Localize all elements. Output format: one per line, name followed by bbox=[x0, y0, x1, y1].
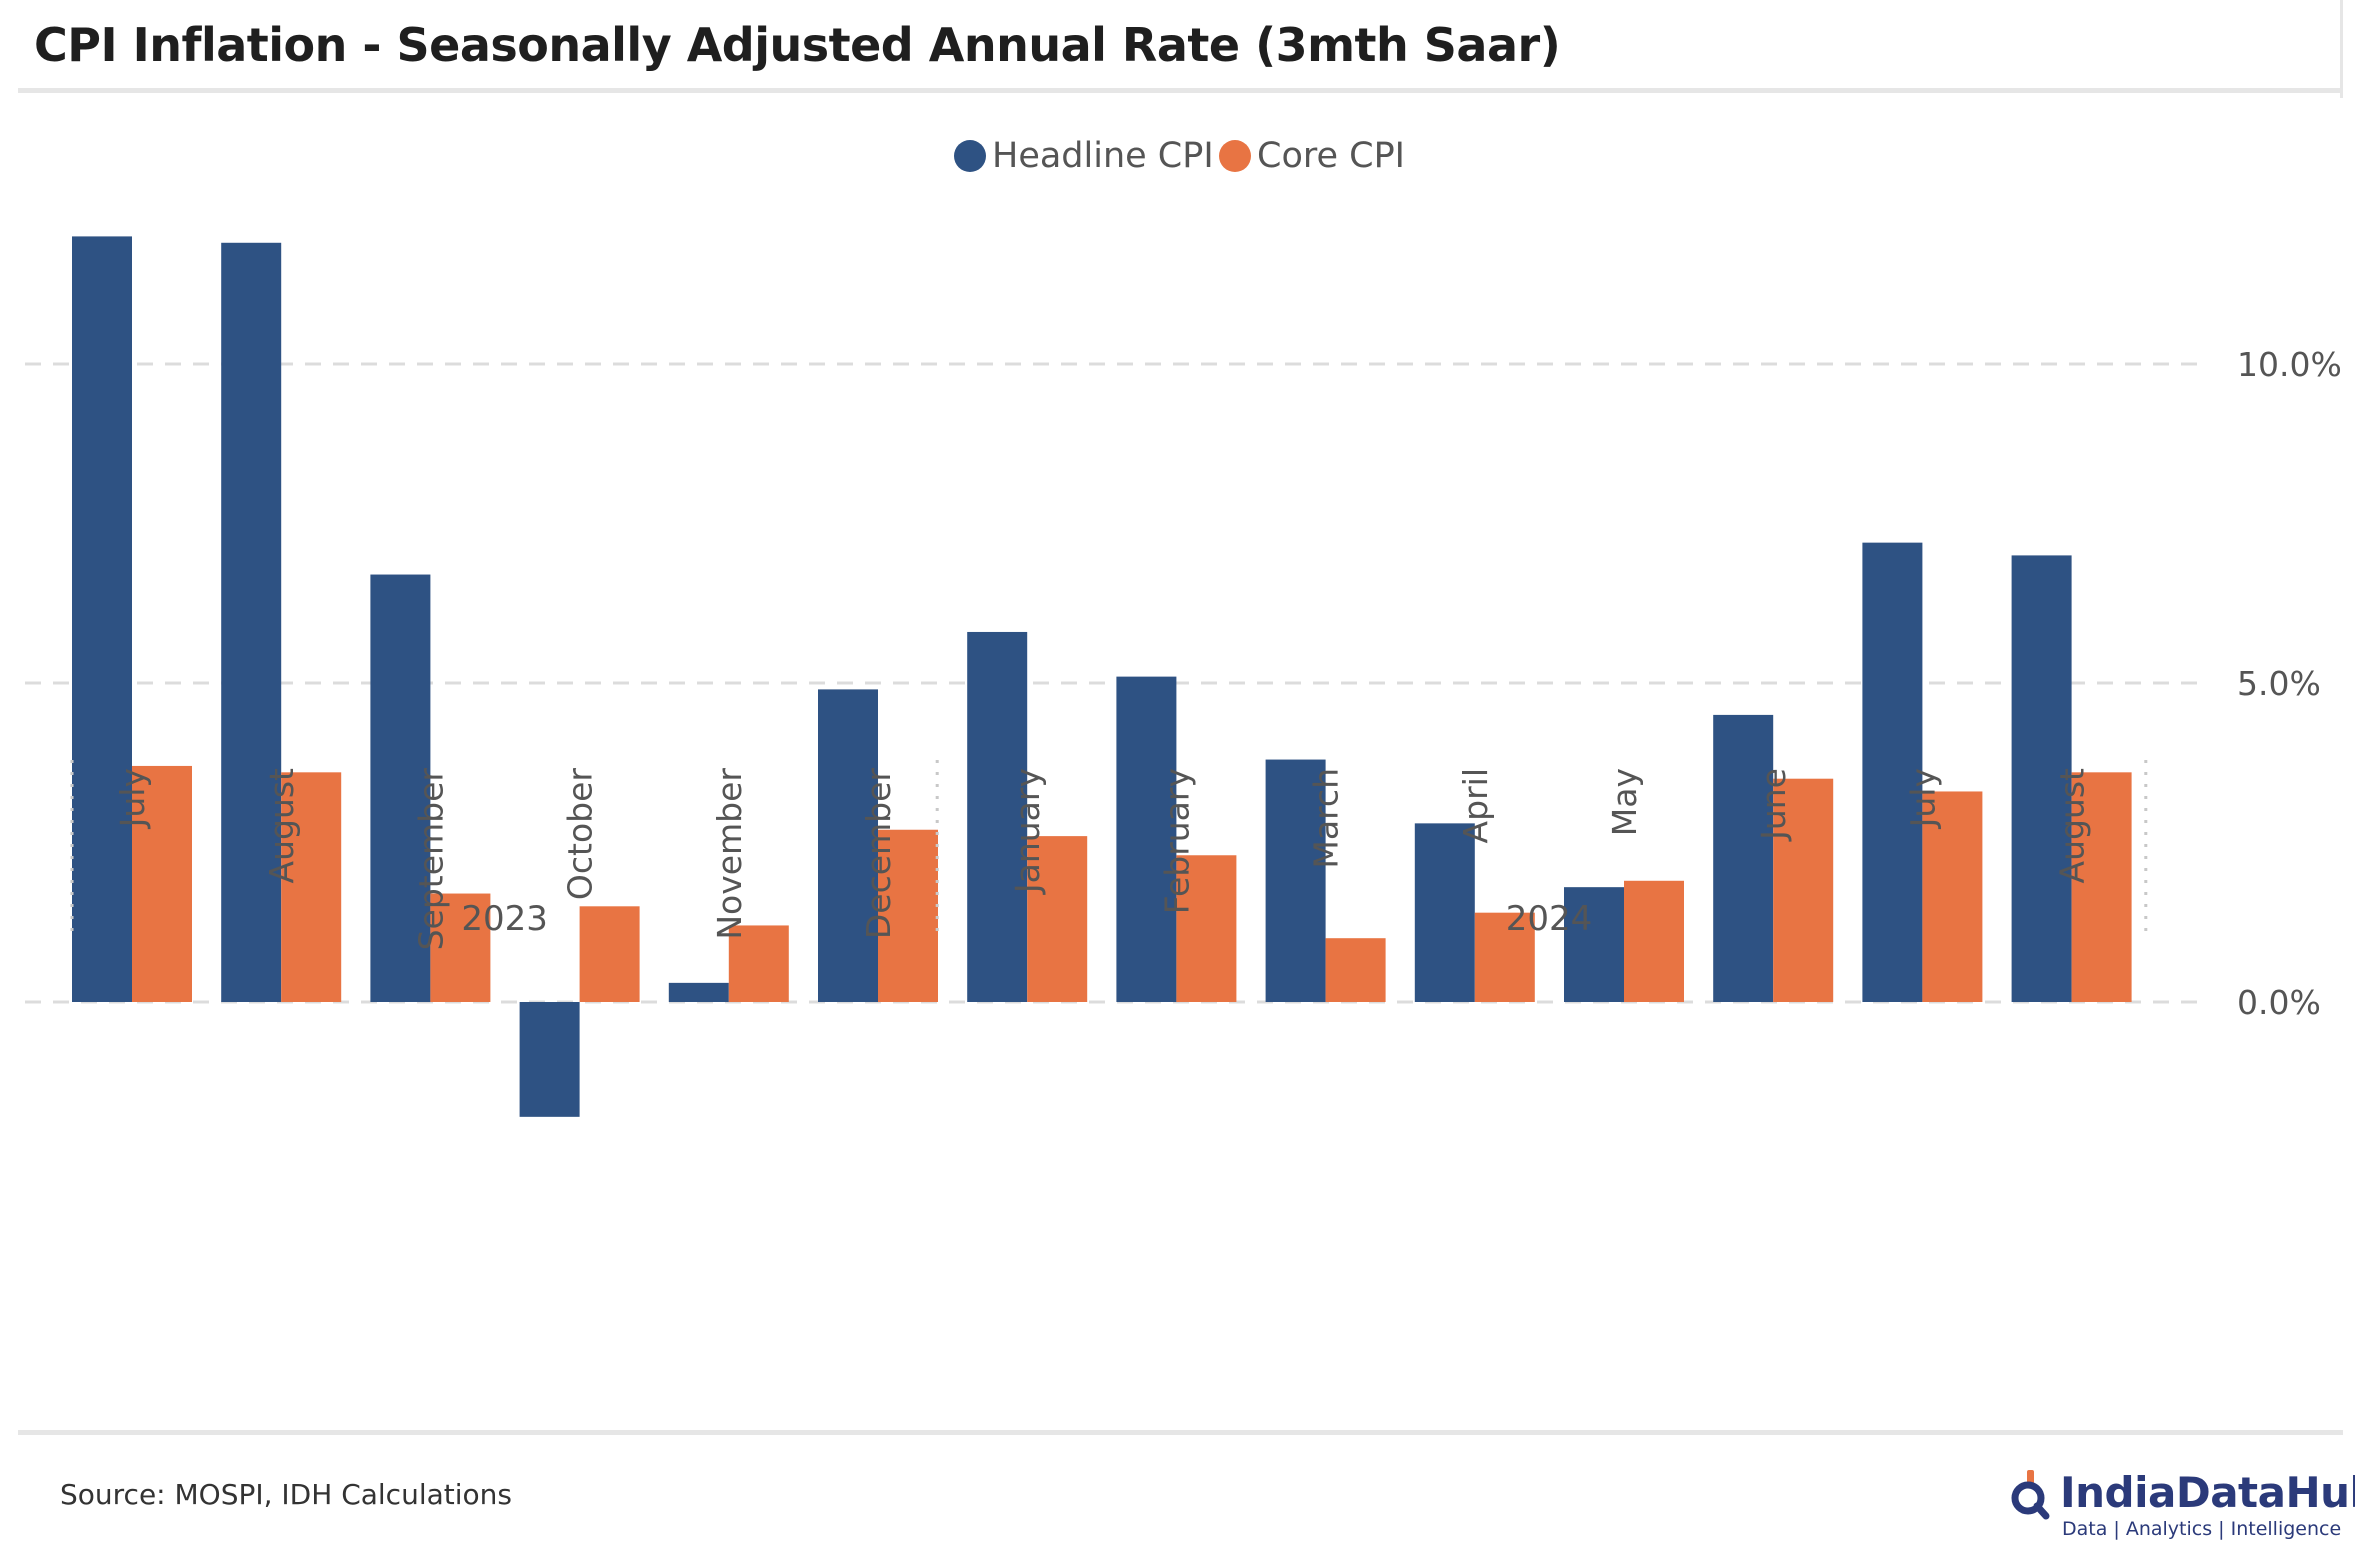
cpi-bar-chart: 0.0% 5.0% 10.0% Headline CPI Core CPI July Aug… bbox=[25, 136, 2342, 1117]
source-note: Source: MOSPI, IDH Calculations bbox=[60, 1478, 512, 1511]
x-tick-label: January bbox=[1008, 768, 1047, 895]
brand-tagline: Data | Analytics | Intelligence bbox=[2062, 1518, 2342, 1540]
y-tick-label: 0.0% bbox=[2237, 983, 2321, 1022]
core-cpi-bar bbox=[1176, 855, 1237, 1002]
core-cpi-bar bbox=[1325, 938, 1386, 1002]
headline-cpi-bar bbox=[1265, 759, 1326, 1002]
legend-label: Headline CPI bbox=[992, 136, 1214, 176]
x-tick-label: March bbox=[1307, 768, 1346, 869]
title-right-divider bbox=[2340, 0, 2343, 98]
legend-marker bbox=[954, 140, 986, 172]
y-tick-label: 5.0% bbox=[2237, 664, 2321, 703]
core-cpi-bar bbox=[878, 829, 938, 1002]
headline-cpi-bar bbox=[1713, 714, 1774, 1002]
x-tick-label: July bbox=[1903, 768, 1942, 829]
x-tick-label: August bbox=[262, 768, 301, 884]
brand-logo-block: IndiaDataHub Data | Analytics | Intellig… bbox=[2010, 1468, 2355, 1548]
core-cpi-bar bbox=[1027, 836, 1088, 1002]
brand-name: IndiaDataHub bbox=[2060, 1468, 2355, 1517]
core-cpi-bar bbox=[132, 765, 192, 1002]
x-tick-label: September bbox=[411, 768, 450, 951]
group-label: 2024 bbox=[1506, 899, 1593, 939]
x-tick-label: May bbox=[1605, 768, 1644, 836]
core-cpi-bar bbox=[430, 893, 491, 1002]
x-tick-label: November bbox=[710, 768, 749, 940]
page-title: CPI Inflation - Seasonally Adjusted Annu… bbox=[34, 18, 1561, 72]
core-cpi-bar bbox=[2071, 772, 2132, 1002]
core-cpi-bar bbox=[728, 925, 789, 1002]
y-tick-label: 10.0% bbox=[2237, 345, 2342, 384]
core-cpi-bar bbox=[281, 772, 342, 1002]
headline-cpi-bar bbox=[1564, 887, 1624, 1002]
core-cpi-bar bbox=[1922, 791, 1983, 1002]
footer-divider bbox=[18, 1430, 2343, 1435]
legend-label: Core CPI bbox=[1257, 136, 1405, 176]
headline-cpi-bar bbox=[221, 242, 282, 1002]
x-tick-label: July bbox=[113, 768, 152, 829]
headline-cpi-bar bbox=[1116, 676, 1177, 1002]
headline-cpi-bar bbox=[967, 631, 1028, 1002]
magnifier-logo-icon bbox=[2011, 1470, 2050, 1520]
headline-cpi-bar bbox=[519, 1002, 580, 1117]
x-tick-label: February bbox=[1157, 768, 1196, 914]
headline-cpi-bar bbox=[370, 574, 431, 1002]
headline-cpi-bar bbox=[1862, 542, 1923, 1002]
core-cpi-bar bbox=[1773, 778, 1834, 1002]
x-tick-label: April bbox=[1456, 768, 1495, 843]
group-label: 2023 bbox=[461, 899, 548, 939]
headline-cpi-bar bbox=[72, 236, 132, 1002]
headline-cpi-bar bbox=[818, 689, 878, 1002]
x-tick-label: October bbox=[561, 768, 600, 900]
title-divider bbox=[18, 88, 2343, 93]
core-cpi-bar bbox=[1624, 880, 1684, 1002]
x-tick-label: June bbox=[1754, 768, 1793, 842]
legend-marker bbox=[1219, 140, 1251, 172]
headline-cpi-bar bbox=[668, 982, 729, 1002]
core-cpi-bar bbox=[579, 906, 640, 1002]
headline-cpi-bar bbox=[2011, 555, 2072, 1002]
headline-cpi-bar bbox=[1414, 823, 1475, 1002]
core-cpi-bar bbox=[1474, 912, 1535, 1002]
x-tick-label: December bbox=[859, 768, 898, 940]
x-tick-label: August bbox=[2053, 768, 2092, 884]
